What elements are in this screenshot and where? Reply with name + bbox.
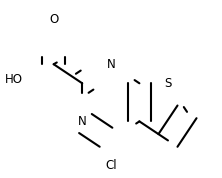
Text: HO: HO	[5, 73, 23, 86]
Text: S: S	[164, 77, 172, 90]
Text: O: O	[49, 13, 58, 26]
Text: Cl: Cl	[105, 159, 117, 172]
Text: N: N	[78, 115, 87, 128]
Text: N: N	[106, 58, 115, 71]
